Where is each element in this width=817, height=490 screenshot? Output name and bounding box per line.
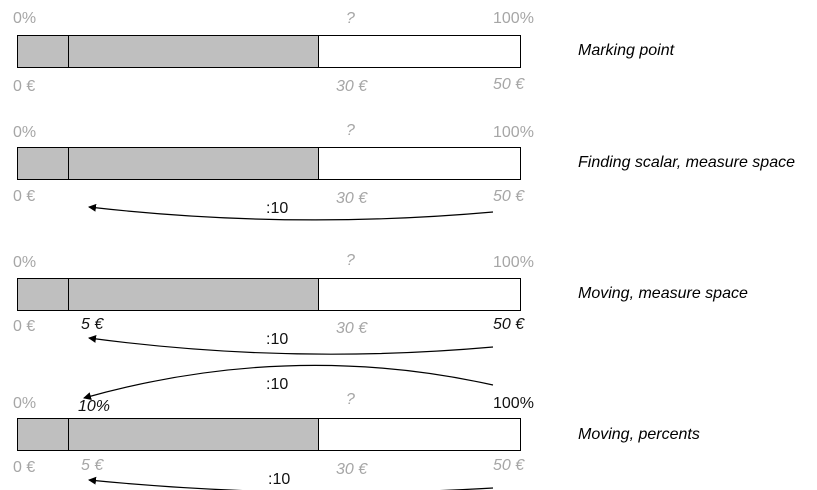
row4-top-left-label: 0% [13,395,37,412]
row1-top-left-label: 0% [13,10,37,27]
row3-bar-fill [18,279,319,310]
row4-top-mid-label: ? [346,391,355,408]
row2-top-right-label: 100% [493,124,534,141]
arrow-row3-scalar [88,334,494,355]
row3-bottom-right-label: 50 € [493,316,525,333]
row1-bottom-left-label: 0 € [13,78,36,95]
arrow-row2-scalar [88,203,494,221]
row2-bar-unit-tick [68,148,69,179]
row3-bottom-unit-label: 5 € [81,316,104,333]
row4-bar-unit-tick [68,419,69,450]
row4-top-right-label: 100% [493,395,534,412]
row1-top-mid-label: ? [346,10,355,27]
row3-top-right-label: 100% [493,254,534,271]
arrow-row4-scalar [88,476,494,490]
row4-bottom-unit-label: 5 € [81,457,104,474]
row4-caption: Moving, percents [578,426,700,443]
row2-bottom-right-label: 50 € [493,188,525,205]
row4-bottom-left-label: 0 € [13,459,36,476]
row2-bar [17,147,521,180]
row3-caption: Moving, measure space [578,285,748,302]
row3-bottom-left-label: 0 € [13,318,36,335]
row2-bottom-left-label: 0 € [13,188,36,205]
row1-top-right-label: 100% [493,10,534,27]
row2-bar-fill [18,148,319,179]
arrow-row4-percent [83,364,494,400]
row4-top-unit-percent-label: 10% [78,398,111,415]
row4-bar [17,418,521,451]
row4-lower-arrow-label: :10 [268,471,291,488]
row4-bottom-mid-label: 30 € [336,461,368,478]
row3-bottom-mid-label: 30 € [336,320,368,337]
row4-bottom-right-label: 50 € [493,457,525,474]
row3-bar [17,278,521,311]
row3-bar-unit-tick [68,279,69,310]
row1-bottom-mid-label: 30 € [336,78,368,95]
row3-top-mid-label: ? [346,252,355,269]
row1-bar-unit-tick [68,36,69,67]
row3-top-left-label: 0% [13,254,37,271]
row2-bottom-mid-label: 30 € [336,190,368,207]
row4-bar-fill [18,419,319,450]
row3-arrow-label: :10 [266,331,289,348]
row1-bar [17,35,521,68]
row4-upper-arrow-label: :10 [266,376,289,393]
row2-caption: Finding scalar, measure space [578,154,795,171]
row2-top-mid-label: ? [346,122,355,139]
row1-caption: Marking point [578,42,675,59]
row1-bottom-right-label: 50 € [493,76,525,93]
row2-top-left-label: 0% [13,124,37,141]
row2-arrow-label: :10 [266,200,289,217]
row1-bar-fill [18,36,319,67]
